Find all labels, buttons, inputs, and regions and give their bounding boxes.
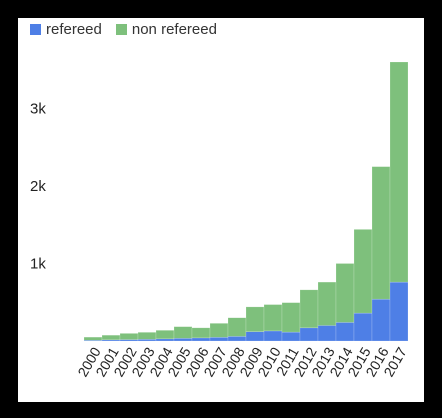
bar-non-refereed-2006[interactable]: [191, 327, 211, 339]
bar-refereed-2005[interactable]: [173, 338, 193, 342]
bar-refereed-2009[interactable]: [245, 331, 265, 342]
bar-refereed-2015[interactable]: [353, 312, 373, 342]
y-tick-label: 1k: [30, 256, 46, 273]
bar-non-refereed-2011[interactable]: [281, 302, 301, 333]
bar-non-refereed-2010[interactable]: [263, 304, 283, 332]
bar-refereed-2008[interactable]: [227, 336, 247, 342]
bar-non-refereed-2014[interactable]: [335, 263, 355, 323]
bar-non-refereed-2008[interactable]: [227, 317, 247, 337]
stacked-bar-chart: 1k2k3k2000200120022003200420052006200720…: [30, 61, 410, 379]
bar-non-refereed-2002[interactable]: [119, 333, 139, 340]
bar-non-refereed-2000[interactable]: [83, 336, 103, 341]
bar-refereed-2007[interactable]: [209, 337, 229, 342]
y-tick-label: 2k: [30, 178, 46, 195]
chart-panel: refereed non refereed 1k 2k 3k 2000 2001 2002…: [18, 18, 424, 402]
legend-label-refereed: refereed: [46, 21, 102, 38]
bar-refereed-2016[interactable]: [371, 298, 391, 342]
bar-non-refereed-2017[interactable]: [389, 61, 409, 283]
bar-refereed-2006[interactable]: [191, 337, 211, 342]
legend-item-non-refereed[interactable]: non refereed: [115, 21, 217, 38]
legend-swatch-refereed: [30, 24, 41, 35]
legend: refereed non refereed: [30, 21, 231, 38]
bar-non-refereed-2007[interactable]: [209, 323, 229, 338]
legend-swatch-non-refereed: [115, 24, 127, 35]
bar-refereed-2014[interactable]: [335, 322, 355, 342]
legend-item-refereed[interactable]: refereed: [30, 21, 102, 38]
bar-refereed-2010[interactable]: [263, 330, 283, 342]
bar-non-refereed-2015[interactable]: [353, 229, 373, 314]
bar-non-refereed-2016[interactable]: [371, 166, 391, 300]
bar-refereed-2013[interactable]: [317, 325, 337, 342]
legend-label-non-refereed: non refereed: [131, 21, 217, 38]
bar-refereed-2004[interactable]: [155, 338, 175, 342]
bar-refereed-2017[interactable]: [389, 281, 409, 342]
bar-refereed-2003[interactable]: [137, 339, 157, 342]
bar-non-refereed-2009[interactable]: [245, 306, 265, 332]
y-tick-label: 3k: [30, 101, 46, 118]
bar-non-refereed-2013[interactable]: [317, 281, 337, 326]
bar-non-refereed-2005[interactable]: [173, 326, 193, 339]
bar-non-refereed-2001[interactable]: [101, 334, 121, 341]
bar-refereed-2012[interactable]: [299, 327, 319, 342]
bar-non-refereed-2012[interactable]: [299, 289, 319, 329]
bar-refereed-2011[interactable]: [281, 331, 301, 342]
bar-non-refereed-2004[interactable]: [155, 330, 175, 340]
bar-non-refereed-2003[interactable]: [137, 332, 157, 340]
